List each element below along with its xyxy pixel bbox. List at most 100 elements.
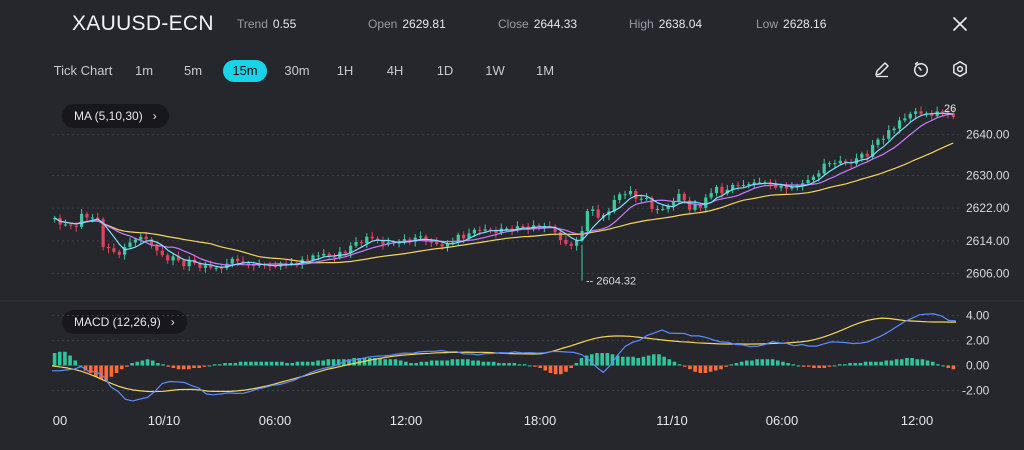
macd-histogram-bar — [367, 358, 372, 366]
candle-body — [505, 228, 509, 230]
current-price-label: 26 — [944, 103, 956, 115]
candle-body — [838, 160, 842, 164]
candle-body — [892, 128, 896, 131]
macd-signal-line — [51, 317, 956, 393]
symbol-title: XAUUSD-ECN — [72, 12, 214, 35]
settings-icon[interactable] — [951, 60, 969, 78]
tab-5m[interactable]: 5m — [183, 63, 203, 78]
macd-histogram-bar — [755, 359, 759, 366]
candle-body — [241, 261, 245, 263]
ma-indicator-pill[interactable]: MA (5,10,30) › — [62, 104, 169, 128]
candle-body — [844, 160, 848, 163]
ma10-line — [54, 113, 954, 266]
macd-histogram-bar — [946, 365, 951, 368]
candle-body — [521, 226, 525, 228]
candle-body — [472, 229, 477, 234]
candle-body — [531, 225, 536, 230]
candle-body — [914, 111, 918, 114]
macd-histogram-bar — [796, 365, 801, 367]
macd-histogram-bar — [321, 360, 326, 366]
candle-body — [655, 208, 659, 210]
macd-histogram-bar — [73, 360, 78, 366]
macd-histogram-bar — [114, 365, 119, 373]
macd-indicator-pill[interactable]: MACD (12,26,9) › — [62, 310, 187, 334]
candle-body — [198, 263, 202, 268]
tab-4h[interactable]: 4H — [386, 63, 404, 78]
candle-body — [424, 236, 428, 242]
macd-histogram-bar — [424, 361, 429, 366]
macd-histogram-bar — [192, 365, 196, 368]
macd-histogram-bar — [290, 363, 295, 366]
candle-body — [849, 162, 853, 164]
tab-1d[interactable]: 1D — [436, 63, 454, 78]
macd-tick-label: 4.00 — [966, 309, 990, 323]
macd-histogram-bar — [497, 363, 501, 366]
macd-histogram-bar — [662, 356, 666, 366]
macd-histogram-bar — [698, 365, 703, 373]
macd-histogram-bar — [378, 358, 382, 366]
candle-body — [354, 242, 358, 246]
tab-15m[interactable]: 15m — [223, 60, 267, 82]
macd-histogram-bar — [316, 360, 320, 366]
candle-body — [628, 191, 633, 195]
candle-body — [795, 185, 799, 187]
close-icon[interactable] — [950, 14, 970, 34]
high-stat: High 2638.04 — [629, 17, 702, 31]
tab-1h[interactable]: 1H — [336, 63, 354, 78]
macd-histogram-bar — [781, 361, 785, 366]
candle-body — [575, 240, 579, 246]
candle-body — [375, 238, 380, 241]
macd-histogram-bar — [207, 365, 212, 367]
macd-histogram-bar — [362, 358, 367, 366]
macd-histogram-bar — [621, 356, 625, 366]
candle-body — [731, 184, 735, 190]
macd-histogram-bar — [775, 360, 780, 366]
macd-histogram-bar — [249, 361, 253, 366]
tab-1w[interactable]: 1W — [485, 63, 505, 78]
macd-histogram-bar — [610, 354, 615, 366]
timer-icon[interactable] — [912, 60, 930, 78]
candle-body — [601, 215, 606, 218]
macd-histogram-bar — [548, 365, 553, 373]
macd-histogram-bar — [553, 365, 558, 375]
candle-body — [612, 200, 616, 212]
trend-label: Trend — [237, 17, 268, 31]
candle-body — [257, 264, 261, 266]
macd-histogram-bar — [930, 361, 935, 366]
macd-histogram-bar — [951, 365, 956, 370]
pencil-icon[interactable] — [873, 60, 891, 78]
tab-tick-chart[interactable]: Tick Chart — [53, 63, 113, 78]
macd-histogram-bar — [502, 363, 506, 366]
candle-body — [537, 225, 541, 228]
macd-histogram-bar — [243, 361, 248, 366]
macd-histogram-bar — [889, 360, 894, 366]
candle-body — [209, 265, 213, 268]
tab-30m[interactable]: 30m — [284, 63, 310, 78]
macd-tick-label: 2.00 — [966, 334, 990, 348]
low-annotation: -- 2604.32 — [586, 275, 636, 287]
tab-1m-month[interactable]: 1M — [535, 63, 555, 78]
candle-body — [666, 205, 670, 209]
high-value: 2638.04 — [658, 17, 703, 31]
candle-body — [74, 225, 78, 227]
macd-histogram-bar — [336, 359, 341, 366]
macd-histogram-bar — [941, 365, 945, 367]
macd-histogram-bar — [398, 360, 403, 366]
macd-histogram-bar — [481, 361, 486, 366]
macd-histogram-bar — [915, 359, 920, 366]
candle-body — [768, 182, 772, 185]
macd-histogram-bar — [471, 360, 475, 366]
candle-body — [661, 208, 665, 210]
candle-body — [435, 242, 439, 245]
tab-1m[interactable]: 1m — [134, 63, 154, 78]
candle-body — [58, 217, 62, 225]
candle-body — [558, 232, 563, 241]
macd-histogram-bar — [331, 359, 336, 366]
macd-histogram-bar — [894, 359, 899, 366]
macd-histogram-bar — [404, 361, 408, 366]
macd-histogram-bar — [295, 361, 300, 366]
macd-histogram-bar — [822, 365, 827, 368]
macd-histogram-bar — [703, 365, 708, 373]
candle-body — [90, 217, 94, 219]
macd-histogram-bar — [140, 360, 145, 366]
